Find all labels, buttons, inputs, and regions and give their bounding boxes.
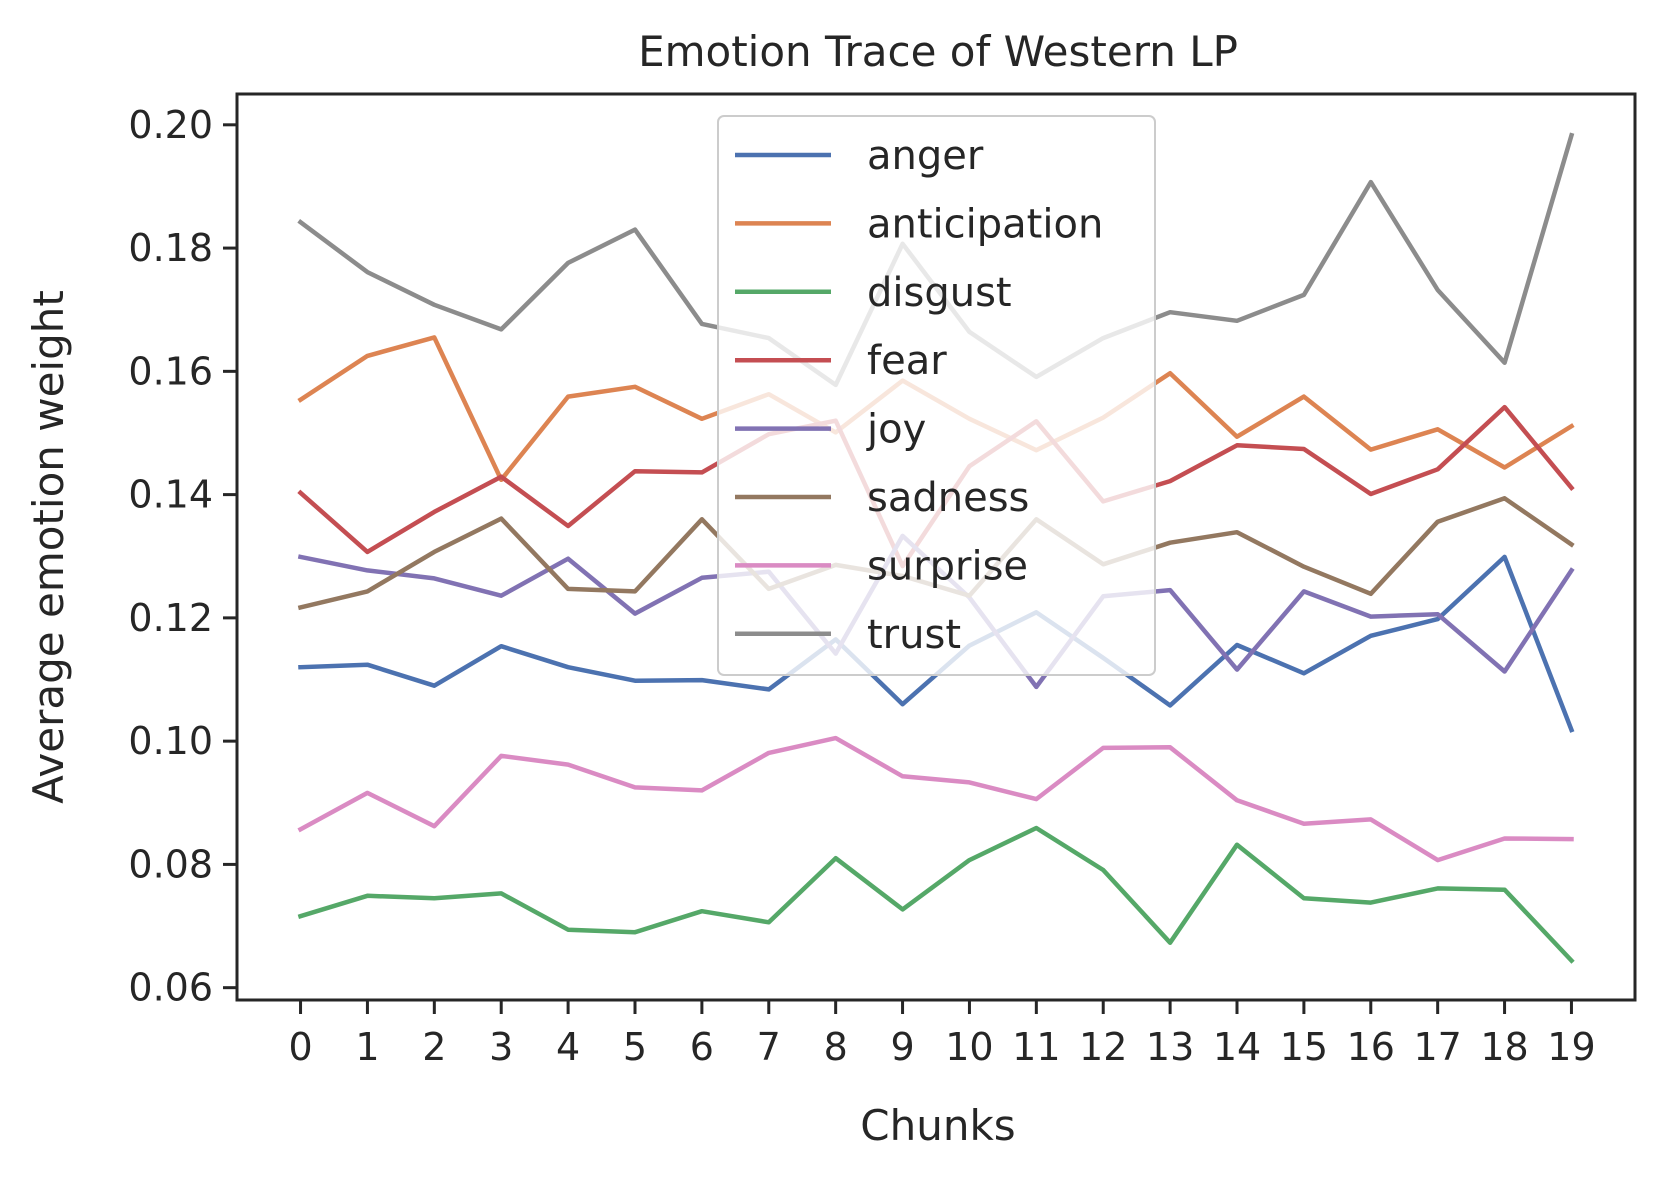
y-tick-label: 0.10 xyxy=(128,719,213,763)
y-tick-label: 0.14 xyxy=(128,473,213,517)
x-tick-label: 11 xyxy=(1012,1025,1060,1069)
axes-layer: 0 1 2 3 4 5 6 7 8 9 10 11 12 13 14 15 16 17 18 190.060.080.… xyxy=(128,92,1637,1069)
x-tick-label: 6 xyxy=(690,1025,714,1069)
legend-label-surprise: surprise xyxy=(867,543,1028,589)
y-tick-label: 0.18 xyxy=(128,226,213,270)
x-axis-label: Chunks xyxy=(860,1101,1015,1150)
x-tick-label: 9 xyxy=(890,1025,914,1069)
x-tick-label: 18 xyxy=(1480,1025,1528,1069)
x-tick-label: 4 xyxy=(556,1025,580,1069)
y-axis-label: Average emotion weight xyxy=(24,290,73,804)
y-tick-label: 0.08 xyxy=(128,842,213,886)
legend-label-anticipation: anticipation xyxy=(867,201,1103,247)
x-tick-label: 19 xyxy=(1547,1025,1595,1069)
y-tick-label: 0.16 xyxy=(128,349,213,393)
x-tick-label: 15 xyxy=(1280,1025,1328,1069)
x-tick-label: 8 xyxy=(824,1025,848,1069)
series-line-disgust xyxy=(297,825,1575,964)
chart-title: Emotion Trace of Western LP xyxy=(638,27,1238,76)
x-tick-label: 17 xyxy=(1413,1025,1461,1069)
legend-label-sadness: sadness xyxy=(867,475,1029,521)
axes-frame xyxy=(235,92,1637,1002)
x-tick-label: 13 xyxy=(1146,1025,1194,1069)
x-tick-label: 14 xyxy=(1213,1025,1261,1069)
x-tick-label: 2 xyxy=(422,1025,446,1069)
legend-label-fear: fear xyxy=(867,338,947,384)
legend-label-trust: trust xyxy=(867,612,961,658)
x-tick-label: 1 xyxy=(355,1025,379,1069)
x-tick-label: 12 xyxy=(1079,1025,1127,1069)
legend-label-anger: anger xyxy=(867,133,984,179)
legend-label-joy: joy xyxy=(866,407,926,453)
legend: anger anticipation disgust fear joy sadness su… xyxy=(717,115,1156,676)
legend-label-disgust: disgust xyxy=(867,270,1012,316)
series-line-surprise xyxy=(297,735,1574,863)
x-tick-label: 3 xyxy=(489,1025,513,1069)
y-tick-label: 0.06 xyxy=(128,966,213,1010)
x-tick-label: 5 xyxy=(623,1025,647,1069)
x-tick-label: 10 xyxy=(945,1025,993,1069)
y-tick-label: 0.20 xyxy=(128,103,213,147)
x-tick-label: 16 xyxy=(1347,1025,1395,1069)
x-tick-label: 0 xyxy=(288,1025,312,1069)
y-tick-label: 0.12 xyxy=(128,596,213,640)
x-tick-label: 7 xyxy=(757,1025,781,1069)
legend-box xyxy=(717,115,1156,676)
